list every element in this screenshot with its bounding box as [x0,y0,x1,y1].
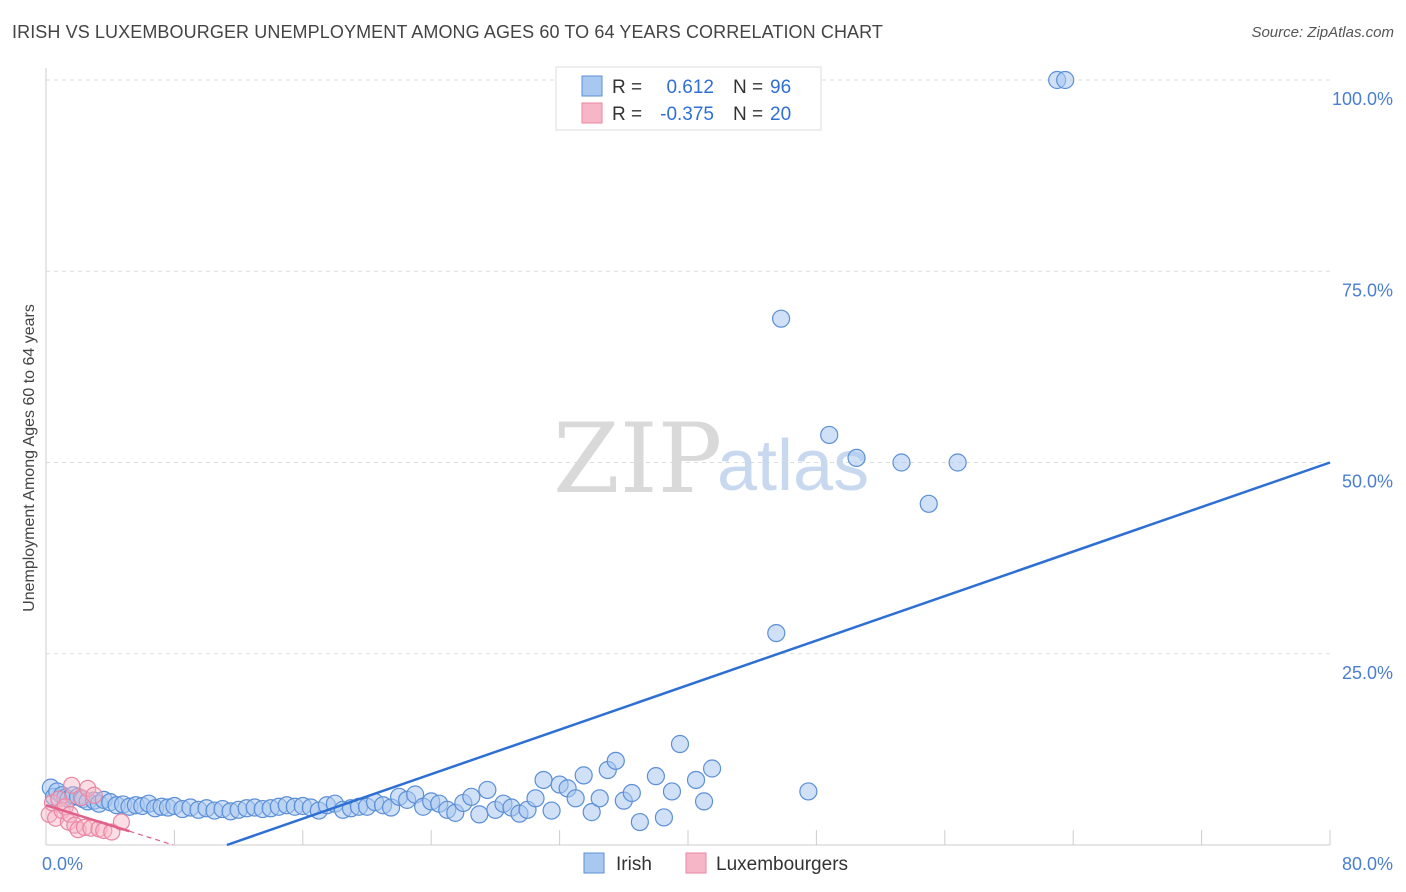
irish-point [948,453,967,472]
irish-point [630,812,649,832]
irish-point [646,767,666,786]
irish-point [534,770,553,790]
irish-points [41,70,1075,832]
y-tick-label: 50.0% [1342,472,1393,492]
chart-title: IRISH VS LUXEMBOURGER UNEMPLOYMENT AMONG… [12,22,884,42]
series-legend-swatch-luxembourgers [685,852,707,874]
series-legend-label-luxembourgers: Luxembourgers [716,854,848,875]
irish-point [767,623,786,643]
series-legend: Irish Luxembourgers [583,852,848,875]
series-legend-label-irish: Irish [616,854,652,875]
series-legend-swatch-irish [583,852,605,874]
irish-point [771,309,791,328]
irish-point [622,783,641,803]
y-axis-label: Unemployment Among Ages 60 to 64 years [21,304,38,612]
irish-point [820,425,839,445]
irish-point [1056,70,1075,90]
stats-legend: R = 0.612 N = 96 R = -0.375 N = 20 [555,66,822,131]
luxembourgers-trend-extension [129,830,174,846]
legend-r-value-luxembourgers: -0.375 [660,104,714,125]
legend-swatch-luxembourgers [581,102,603,124]
irish-point [662,782,682,801]
x-tick-label: 80.0% [1342,854,1393,874]
irish-point [478,780,497,800]
irish-point [799,782,818,801]
watermark-atlas: atlas [717,426,869,506]
legend-r-value-irish: 0.612 [666,77,714,98]
irish-point [694,792,714,811]
irish-point [847,448,866,468]
irish-point [702,759,722,778]
irish-point [654,808,674,827]
source-label: Source: ZipAtlas.com [1251,24,1394,41]
irish-point [590,789,609,808]
x-tick-label: 0.0% [42,854,83,874]
luxembourgers-point [72,788,90,807]
irish-point [574,766,593,785]
watermark: ZIP atlas [553,403,869,515]
legend-n-label-luxembourgers: N = [733,104,763,125]
irish-point [686,770,706,790]
irish-point [462,787,481,806]
legend-r-label-irish: R = [612,77,642,98]
luxembourgers-trend-line [45,804,130,833]
irish-point [919,494,938,513]
irish-point [526,789,545,808]
irish-point [582,803,601,822]
irish-point [892,453,911,472]
luxembourgers-point [112,813,131,831]
tick-labels: 25.0% 50.0% 75.0% 100.0% 0.0% 80.0% [42,89,1393,874]
irish-point [566,789,585,808]
legend-n-value-luxembourgers: 20 [770,104,791,125]
y-tick-label: 75.0% [1342,280,1393,300]
watermark-zip: ZIP [553,403,722,515]
irish-point [542,801,561,820]
luxembourgers-point [79,779,97,797]
irish-point [470,805,489,824]
legend-n-value-irish: 96 [770,77,791,98]
y-tick-label: 25.0% [1342,663,1393,683]
legend-r-label-luxembourgers: R = [612,104,642,125]
irish-point [670,734,690,754]
y-tick-label: 100.0% [1332,89,1393,109]
luxembourgers-point [75,818,94,837]
irish-trend-line [226,461,1331,847]
legend-swatch-irish [581,75,603,97]
luxembourgers-point [85,786,103,804]
irish-point [606,751,625,770]
luxembourgers-point [63,776,81,794]
legend-n-label-irish: N = [733,77,763,98]
trend-lines [45,461,1331,847]
